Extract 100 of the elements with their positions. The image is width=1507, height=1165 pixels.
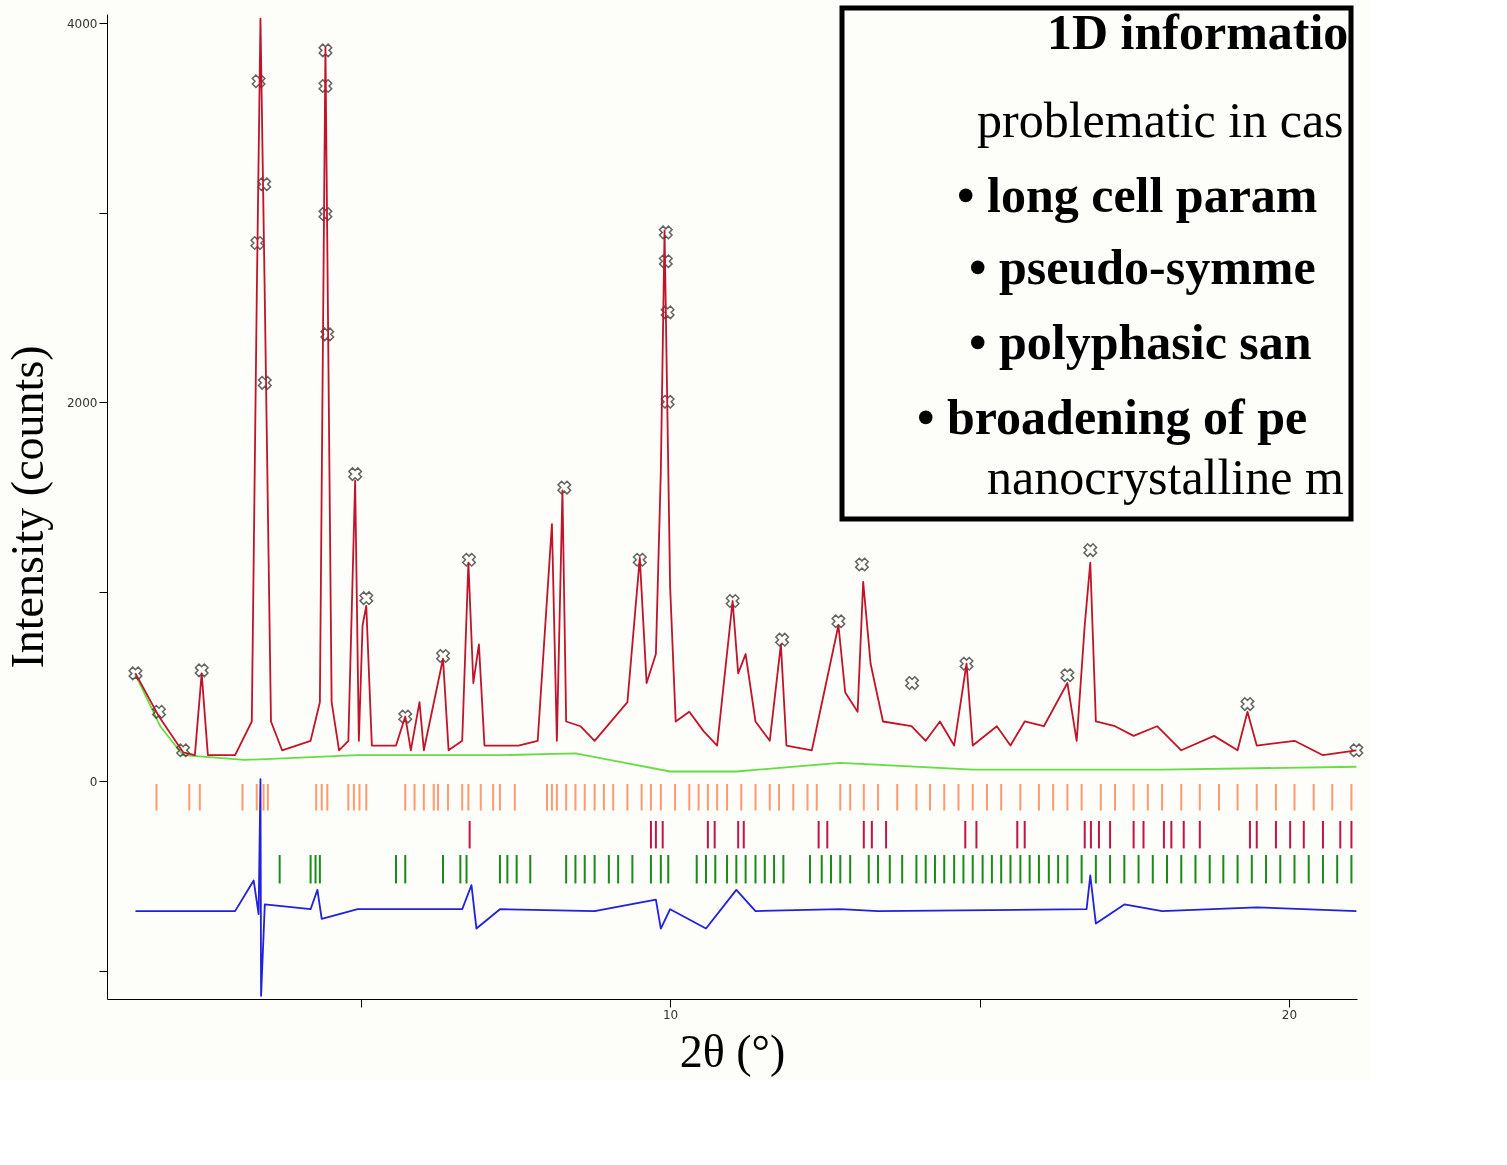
bar	[817, 820, 820, 849]
bar	[1142, 820, 1145, 849]
point	[318, 78, 333, 93]
bar	[358, 784, 361, 811]
annotation: problematic in cas	[977, 92, 1344, 148]
bar	[1274, 784, 1277, 811]
bar	[1248, 820, 1251, 849]
bar	[1016, 820, 1019, 849]
bar	[442, 855, 445, 884]
bar	[735, 855, 738, 884]
bar	[1083, 820, 1086, 849]
bar	[754, 784, 757, 811]
bar	[612, 784, 615, 811]
bar	[446, 784, 449, 811]
point	[318, 207, 333, 222]
bar	[830, 855, 833, 884]
bar	[1109, 820, 1112, 849]
bar	[649, 784, 652, 811]
x-axis-title: 2θ (°)	[679, 1025, 786, 1077]
point	[320, 327, 335, 342]
point	[176, 743, 191, 758]
bar	[626, 784, 629, 811]
bar	[365, 784, 368, 811]
bar	[839, 784, 842, 811]
bar	[962, 855, 965, 884]
bar	[1350, 820, 1353, 849]
bar	[943, 784, 946, 811]
bar	[964, 820, 967, 849]
point	[557, 480, 572, 495]
point	[725, 594, 740, 609]
bar	[602, 784, 605, 811]
bar	[1321, 855, 1324, 884]
bar	[583, 855, 586, 884]
point	[1083, 543, 1098, 558]
bar	[1312, 784, 1315, 811]
point	[318, 43, 333, 58]
bar	[975, 820, 978, 849]
bar	[659, 784, 662, 811]
bar	[1132, 820, 1135, 849]
bar	[808, 855, 811, 884]
point	[1240, 697, 1255, 712]
annotation: nanocrystalline m	[987, 449, 1344, 505]
bar	[1066, 784, 1069, 811]
y-tick-label: 4000	[66, 16, 98, 31]
bar	[1194, 855, 1197, 884]
bar	[1279, 855, 1282, 884]
bar	[885, 820, 888, 849]
bar	[640, 784, 643, 811]
bar	[262, 784, 265, 811]
bar	[706, 784, 709, 811]
bar	[654, 820, 657, 849]
bar	[555, 784, 558, 811]
bar	[1094, 855, 1097, 884]
bar	[545, 784, 548, 811]
bar	[1208, 855, 1211, 884]
bar	[459, 855, 462, 884]
point	[854, 557, 869, 572]
bar	[1302, 820, 1305, 849]
bar	[1028, 855, 1031, 884]
bar	[849, 855, 852, 884]
bar	[1182, 820, 1185, 849]
bar	[1000, 784, 1003, 811]
point	[831, 614, 846, 629]
bar	[432, 784, 435, 811]
bar	[593, 784, 596, 811]
bar	[1274, 820, 1277, 849]
point	[658, 225, 673, 240]
bar	[1161, 784, 1164, 811]
bar	[953, 855, 956, 884]
point	[775, 632, 790, 647]
bar	[1350, 784, 1353, 811]
bar	[985, 784, 988, 811]
bar	[1255, 784, 1258, 811]
y-axis-title: Intensity (counts)	[1, 345, 53, 669]
bar	[314, 855, 317, 884]
bar	[659, 855, 662, 884]
bar	[981, 855, 984, 884]
bar	[877, 855, 880, 884]
bar	[792, 784, 795, 811]
bar	[713, 820, 716, 849]
bar	[754, 855, 757, 884]
point	[257, 375, 272, 390]
bar	[266, 784, 269, 811]
bar	[631, 855, 634, 884]
bar	[862, 784, 865, 811]
bar	[188, 784, 191, 811]
bar	[617, 855, 620, 884]
bar	[1019, 784, 1022, 811]
bar	[1123, 855, 1126, 884]
bar	[1222, 855, 1225, 884]
bar	[697, 784, 700, 811]
bar	[461, 784, 464, 811]
bar	[971, 855, 974, 884]
bar	[1109, 855, 1112, 884]
bar	[565, 855, 568, 884]
bar	[867, 855, 870, 884]
bar	[1023, 820, 1026, 849]
bar	[1339, 820, 1342, 849]
bar	[943, 855, 946, 884]
bar	[1080, 784, 1083, 811]
